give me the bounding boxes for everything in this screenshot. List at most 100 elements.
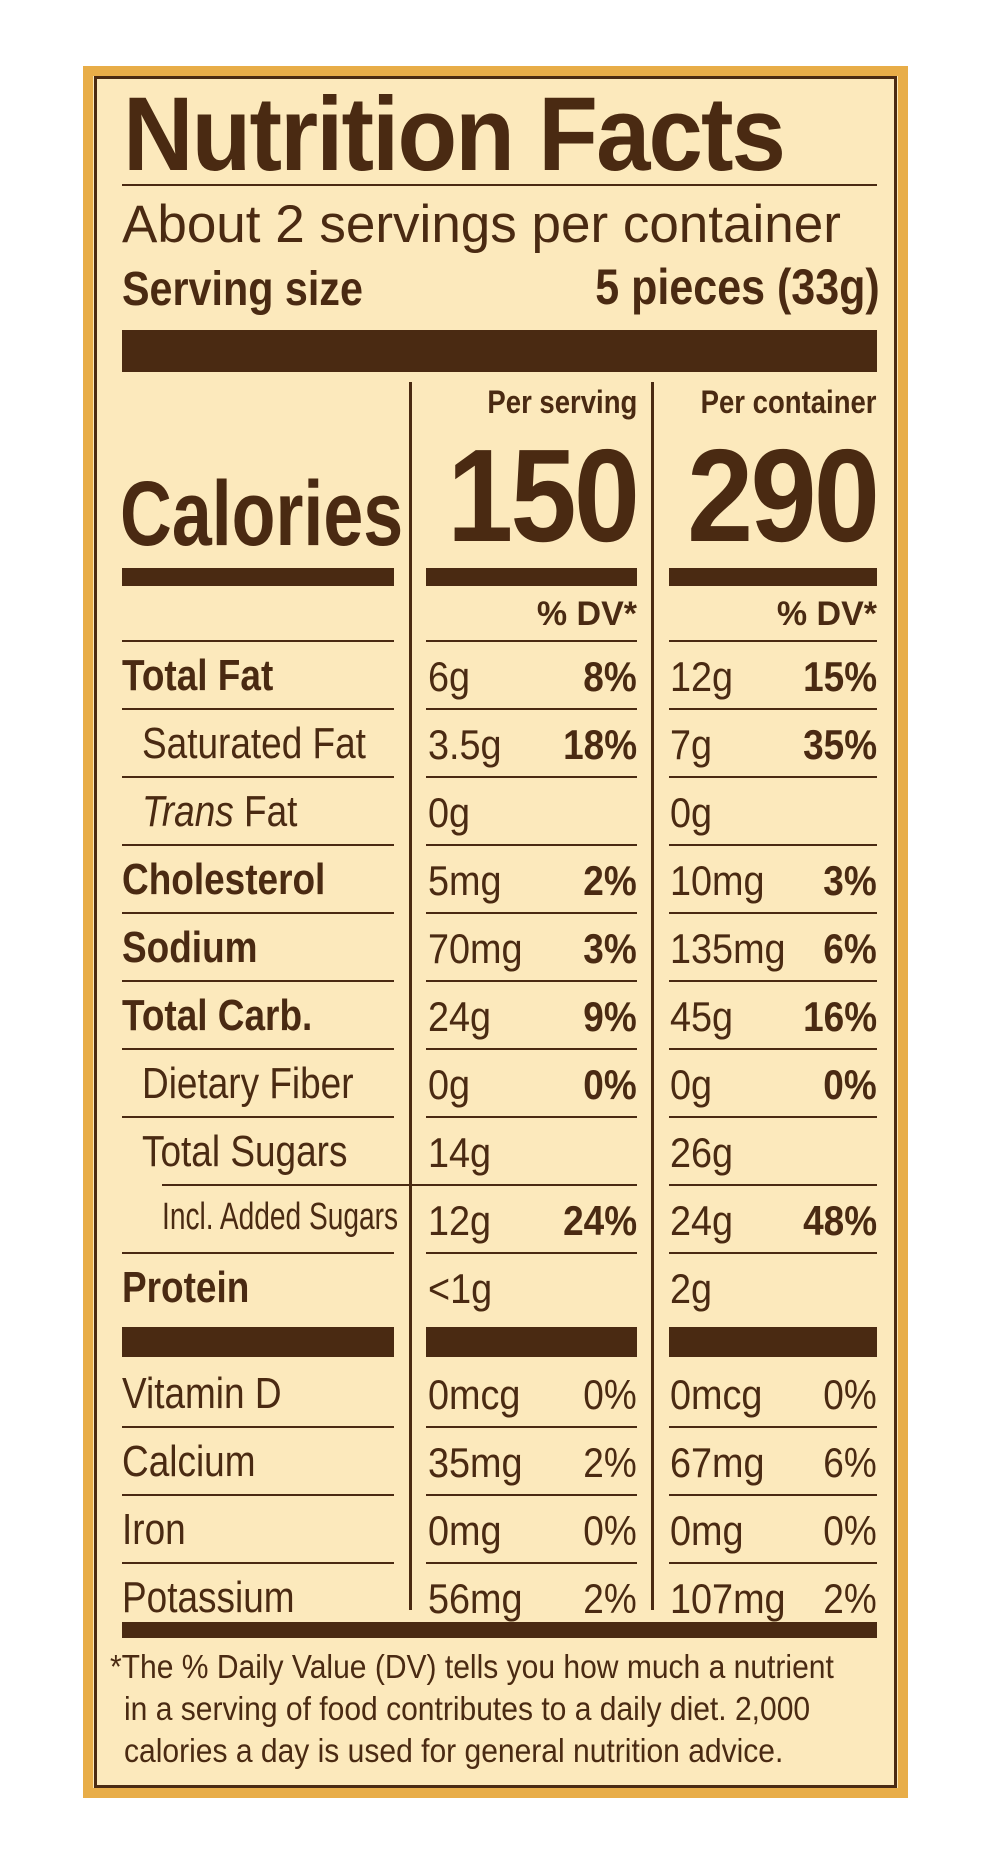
row-divider [669,980,877,982]
vitamin-container-amount: 107mg [670,1575,786,1622]
nutrient-label: Incl. Added Sugars [162,1196,399,1238]
nutrient-label-text: Fat [233,787,298,836]
row-divider [669,1562,877,1564]
serving-dv: 18% [563,721,637,768]
vitamin-container-dv: 0% [823,1371,877,1418]
column-divider-2 [651,382,654,1610]
vitamin-bar-serving [426,1327,637,1357]
row-divider [122,980,394,982]
nutrient-label: Cholesterol [122,855,326,904]
serving-dv: 8% [583,653,637,700]
row-divider [669,776,877,778]
thick-divider [122,330,877,372]
nutrient-label: Sodium [122,923,258,972]
footnote-line: calories a day is used for general nutri… [124,1732,784,1769]
container-amount: 135mg [670,925,786,972]
calories-bar-serving [426,568,637,586]
vitamin-label: Potassium [122,1573,295,1622]
vitamin-container-amount: 0mg [670,1507,744,1554]
nutrient-label: Trans Fat [142,790,297,834]
serving-amount: 0g [428,1061,471,1108]
serving-size-value: 5 pieces (33g) [595,259,880,315]
serving-amount: 14g [428,1129,492,1176]
divider [122,184,877,186]
vitamin-serving-dv: 2% [583,1439,637,1486]
row-divider [669,1426,877,1428]
row-divider [426,776,637,778]
footnote-line: in a serving of food contributes to a da… [124,1690,811,1727]
calories-per-container: 290 [686,422,880,569]
row-divider [122,1116,394,1118]
row-divider [162,1184,434,1186]
row-divider [669,912,877,914]
nutrient-label: Dietary Fiber [142,1059,354,1108]
container-amount: 45g [670,993,734,1040]
container-amount: 2g [670,1265,713,1312]
vitamin-container-amount: 0mcg [670,1371,763,1418]
row-divider [669,844,877,846]
nutrient-label: Saturated Fat [142,719,366,768]
container-dv: 6% [823,925,877,972]
container-dv: 3% [823,857,877,904]
container-dv: 15% [803,653,877,700]
serving-dv: 24% [563,1197,637,1244]
vitamin-serving-dv: 2% [583,1575,637,1622]
container-amount: 12g [670,653,734,700]
nutrient-label: Total Carb. [122,991,313,1040]
per-container-label: Per container [701,384,877,420]
footnote-line: *The % Daily Value (DV) tells you how mu… [110,1648,834,1685]
row-divider [426,640,637,642]
row-divider [122,1252,394,1254]
vitamin-serving-amount: 0mcg [428,1371,521,1418]
container-amount: 0g [670,789,713,836]
row-divider [122,1426,394,1428]
serving-amount: 5mg [428,857,502,904]
vitamin-serving-amount: 0mg [428,1507,502,1554]
row-divider [669,640,877,642]
row-divider [426,844,637,846]
serving-size-label: Serving size [122,263,363,316]
footnote-bar [122,1622,877,1638]
container-dv: 35% [803,721,877,768]
row-divider [426,980,637,982]
servings-per-container: About 2 servings per container [122,195,841,254]
row-divider [669,1494,877,1496]
calories-bar-container [669,568,877,586]
vitamin-label: Calcium [122,1437,256,1486]
row-divider [669,708,877,710]
container-dv: 0% [823,1061,877,1108]
container-amount: 7g [670,721,713,768]
vitamin-container-dv: 6% [823,1439,877,1486]
nutrient-label-italic: Trans [142,787,234,836]
container-dv: 16% [803,993,877,1040]
row-divider [122,708,394,710]
serving-dv: 0% [583,1061,637,1108]
vitamin-label: Vitamin D [122,1369,282,1418]
row-divider [426,1562,637,1564]
nutrient-label: Total Fat [122,651,274,700]
row-divider [426,1116,637,1118]
serving-amount: 24g [428,993,492,1040]
container-dv: 48% [803,1197,877,1244]
vitamin-bar-container [669,1327,877,1357]
row-divider [122,844,394,846]
per-serving-label: Per serving [487,384,637,420]
container-amount: 0g [670,1061,713,1108]
serving-amount: 70mg [428,925,523,972]
row-divider [669,1116,877,1118]
container-amount: 24g [670,1197,734,1244]
row-divider [426,1426,637,1428]
calories-per-serving: 150 [446,422,640,569]
column-divider-1 [409,382,412,1610]
serving-amount: 3.5g [428,721,502,768]
serving-amount: <1g [428,1265,493,1312]
row-divider [426,1494,637,1496]
row-divider [426,1252,637,1254]
dv-header-container: % DV* [776,595,877,633]
row-divider [669,1184,877,1186]
row-divider [122,1494,394,1496]
vitamin-serving-amount: 35mg [428,1439,523,1486]
vitamin-serving-dv: 0% [583,1507,637,1554]
vitamin-container-dv: 0% [823,1507,877,1554]
container-amount: 10mg [670,857,765,904]
